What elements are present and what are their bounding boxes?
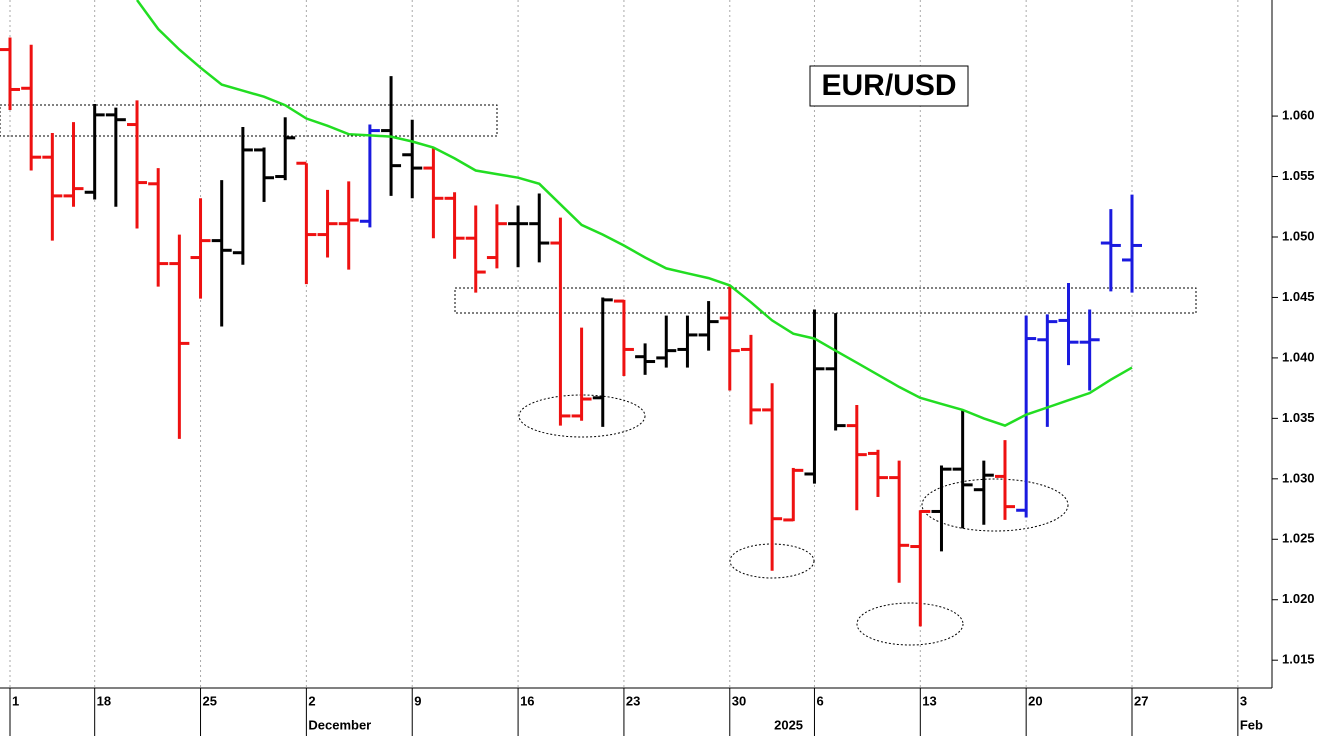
low-ellipse	[856, 602, 964, 646]
x-tick-label: 2	[308, 693, 315, 708]
x-tick-label: 6	[816, 693, 823, 708]
ohlc-bar	[1058, 282, 1079, 366]
ohlc-bar	[571, 327, 592, 421]
ohlc-bar	[1016, 315, 1037, 518]
ohlc-bar	[105, 107, 126, 207]
ohlc-bar	[84, 103, 105, 200]
ohlc-bar	[127, 100, 148, 229]
ohlc-bar	[867, 449, 888, 497]
month-label: December	[308, 717, 371, 732]
ohlc-bar	[740, 334, 761, 425]
x-tick-label: 20	[1028, 693, 1042, 708]
x-tick-label: 27	[1134, 693, 1148, 708]
ohlc-bar	[21, 44, 42, 171]
ohlc-bar	[973, 460, 994, 525]
ohlc-bar	[1122, 194, 1143, 293]
plot	[0, 0, 1143, 627]
y-tick-label: 1.020	[1282, 591, 1315, 606]
x-tick-label: 18	[97, 693, 111, 708]
ohlc-bar	[825, 313, 846, 431]
ohlc-bar	[508, 205, 529, 268]
ohlc-bar	[0, 37, 20, 111]
low-ellipse	[518, 394, 646, 438]
ohlc-bar	[486, 204, 507, 269]
ohlc-bar	[296, 161, 317, 285]
y-tick-label: 1.045	[1282, 289, 1315, 304]
ohlc-bar	[275, 117, 296, 181]
ohlc-bar	[889, 460, 910, 583]
ohlc-bar	[211, 180, 232, 327]
ohlc-bar	[719, 286, 740, 391]
ohlc-bar	[677, 315, 698, 368]
resistance-zone	[454, 287, 1197, 314]
ohlc-bar	[846, 405, 867, 511]
resistance-zone	[0, 104, 498, 137]
x-tick-label: 9	[414, 693, 421, 708]
ohlc-bar	[359, 124, 380, 228]
ohlc-bar	[762, 383, 783, 571]
x-tick-label: 23	[626, 693, 640, 708]
y-tick-label: 1.030	[1282, 470, 1315, 485]
low-ellipse	[921, 478, 1069, 532]
ohlc-bar	[635, 343, 656, 375]
ohlc-bar	[592, 297, 613, 427]
ohlc-bar	[698, 301, 719, 351]
ohlc-bar	[148, 168, 169, 287]
ohlc-bar	[656, 315, 677, 368]
ohlc-bar	[550, 217, 571, 426]
x-tick-label: 30	[732, 693, 746, 708]
ohlc-bar	[994, 440, 1015, 520]
ohlc-bar	[169, 234, 190, 439]
ohlc-bar	[423, 147, 444, 239]
x-tick-label: 3	[1240, 693, 1247, 708]
title-box	[809, 65, 969, 107]
y-tick-label: 1.040	[1282, 349, 1315, 364]
x-tick-label: 16	[520, 693, 534, 708]
ohlc-bar	[613, 299, 634, 377]
ohlc-bar	[1079, 309, 1100, 391]
ohlc-bar	[402, 119, 423, 199]
ohlc-bar	[232, 126, 253, 265]
ohlc-bar	[952, 409, 973, 529]
ohlc-bar	[190, 198, 211, 299]
ohlc-bar	[254, 147, 275, 202]
ohlc-bar	[931, 465, 952, 552]
ohlc-bar	[783, 467, 804, 522]
x-tick-label: 1	[12, 693, 19, 708]
x-tick-label: 13	[922, 693, 936, 708]
ohlc-bar	[529, 193, 550, 263]
month-label: Feb	[1240, 717, 1263, 732]
month-label: 2025	[774, 717, 803, 732]
x-tick-label: 25	[203, 693, 217, 708]
y-tick-label: 1.025	[1282, 531, 1315, 546]
ohlc-bar	[338, 181, 359, 270]
ohlc-bar	[63, 122, 84, 207]
ohlc-bar	[910, 509, 931, 627]
y-tick-label: 1.035	[1282, 410, 1315, 425]
y-tick-label: 1.055	[1282, 168, 1315, 183]
y-tick-label: 1.050	[1282, 228, 1315, 243]
ohlc-bar	[42, 133, 63, 241]
y-tick-label: 1.015	[1282, 652, 1315, 667]
ohlc-bar	[1100, 209, 1121, 292]
ohlc-bar	[465, 205, 486, 293]
chart-title: EUR/USD	[821, 69, 956, 102]
moving-average	[135, 0, 1133, 427]
ohlc-bar	[317, 189, 338, 258]
y-tick-label: 1.060	[1282, 108, 1315, 123]
ohlc-bar	[444, 192, 465, 259]
